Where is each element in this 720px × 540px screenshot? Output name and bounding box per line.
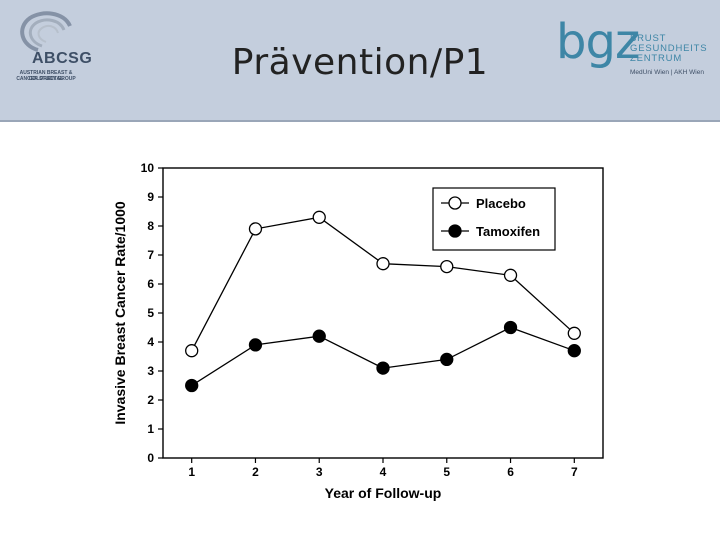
bgz-logo-line-2: GESUNDHEITS [630,43,708,54]
slide-header: ABCSG AUSTRIAN BREAST & COLORECTAL CANCE… [0,0,720,122]
placebo-data-point [312,210,326,224]
y-tick-label: 1 [147,422,154,436]
x-axis-title: Year of Follow-up [325,485,442,501]
y-axis-title: Invasive Breast Cancer Rate/1000 [112,201,128,425]
y-tick-label: 10 [141,161,155,175]
slide-title: Prävention/P1 [231,42,489,83]
bgz-logo-line-1: BRUST [630,33,667,44]
bgz-logo-mark: bgz [556,14,640,70]
placebo-data-point [376,257,390,271]
x-tick-label: 6 [507,465,514,479]
abcsg-logo-subtitle-2: CANCER STUDY GROUP [16,76,76,82]
placebo-data-point [503,268,518,282]
x-tick-label: 2 [252,465,259,479]
y-tick-label: 2 [147,393,154,407]
x-tick-label: 3 [316,465,323,479]
tamoxifen-data-point [312,329,326,343]
tamoxifen-data-point [503,320,518,335]
y-tick-label: 6 [147,277,154,291]
legend-tamoxifen-label: Tamoxifen [476,224,540,239]
y-tick-label: 9 [147,190,154,204]
placebo-data-point [440,259,454,274]
bgz-logo-line-3: ZENTRUM [630,53,683,64]
tamoxifen-data-point [440,352,454,367]
placebo-data-point [248,222,263,236]
placebo-data-point [567,326,581,340]
abcsg-logo-subtitle-1: AUSTRIAN BREAST & COLORECTAL [19,70,73,82]
x-tick-label: 4 [380,465,387,479]
legend-placebo-label: Placebo [476,196,526,211]
tamoxifen-data-point [376,361,390,375]
y-tick-label: 0 [147,451,154,465]
abcsg-logo-text: ABCSG [32,50,93,67]
x-tick-label: 7 [571,465,578,479]
abcsg-swirl-icon [20,11,72,52]
y-tick-label: 3 [147,364,154,378]
legend-tamoxifen-marker [448,224,462,238]
tamoxifen-data-point [248,338,263,352]
bgz-logo-footer: MedUni Wien | AKH Wien [630,69,704,76]
tamoxifen-data-point [567,344,581,358]
y-tick-label: 5 [147,306,154,320]
legend-placebo-marker [448,196,462,210]
x-tick-label: 1 [188,465,195,479]
y-tick-label: 4 [147,335,154,349]
tamoxifen-series-line [191,326,575,387]
tamoxifen-data-point [185,378,199,393]
placebo-data-point [185,344,199,358]
x-tick-label: 5 [443,465,450,479]
y-tick-label: 7 [147,248,154,262]
y-tick-label: 8 [147,219,154,233]
